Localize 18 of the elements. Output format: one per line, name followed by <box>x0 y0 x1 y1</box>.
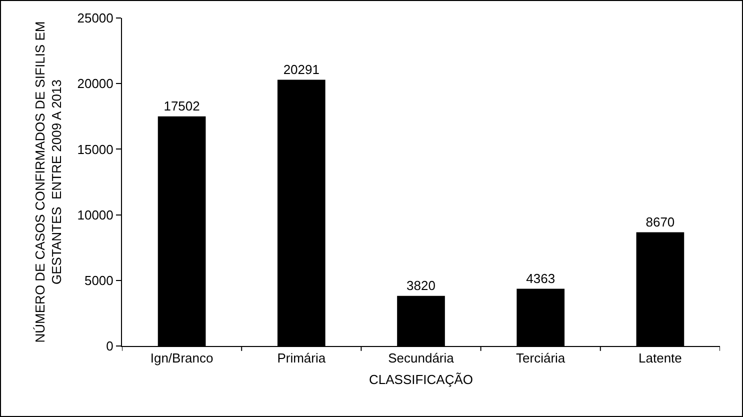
x-axis-title: CLASSIFICAÇÃO <box>368 372 474 388</box>
data-label: 4363 <box>526 270 556 286</box>
x-tick-label: Latente <box>638 350 682 366</box>
y-tick-label: 0 <box>106 338 114 354</box>
y-tick-label: 10000 <box>77 207 114 222</box>
x-tick-label: Secundária <box>388 350 455 366</box>
x-tick-label: Terciária <box>516 350 566 366</box>
data-label: 20291 <box>283 62 320 77</box>
y-tick-label: 25000 <box>77 10 114 26</box>
y-tick-label: 15000 <box>77 142 114 157</box>
x-tick-label: Ign/Branco <box>150 350 214 366</box>
data-label: 3820 <box>406 278 436 293</box>
y-tick-label: 5000 <box>84 272 114 288</box>
y-tick-label: 20000 <box>77 76 114 92</box>
x-tick-label: Primária <box>277 350 326 366</box>
data-label: 17502 <box>164 98 200 114</box>
data-label: 8670 <box>646 214 675 230</box>
y-axis-title: NÚMERO DE CASOS CONFIRMADOS DE SIFILIS EM GESTANTES ENTRE 2009 A 2013 <box>32 21 64 343</box>
